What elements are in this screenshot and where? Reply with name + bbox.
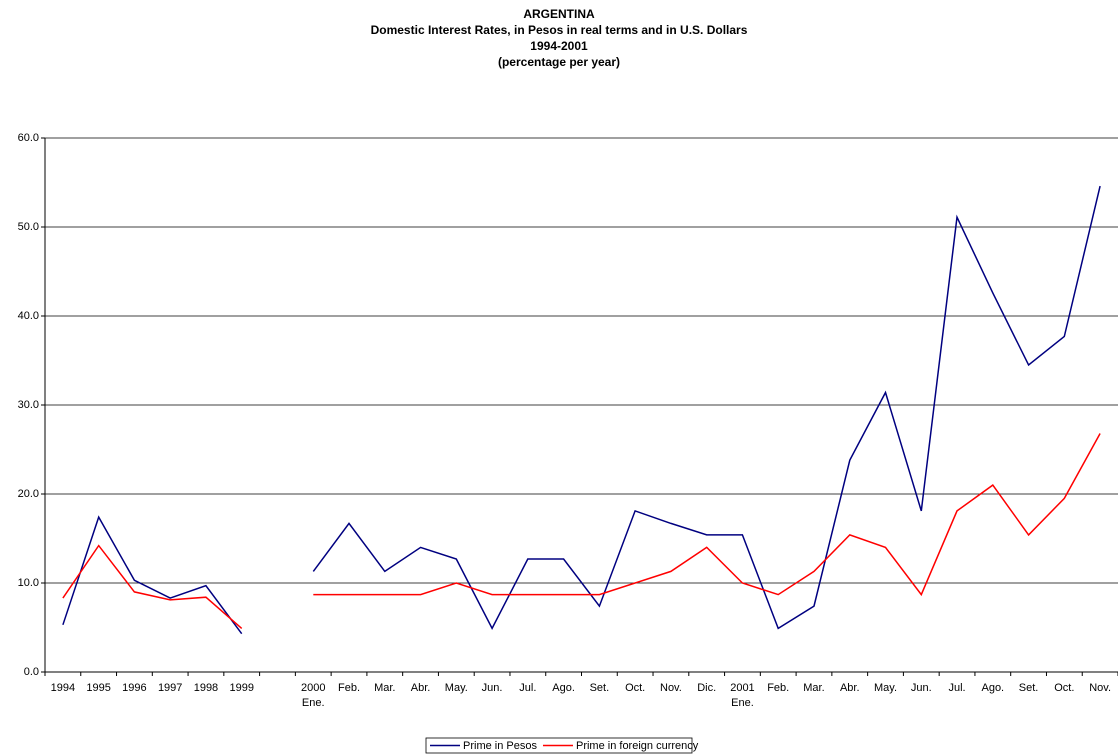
x-tick-label: May. [874,682,897,694]
x-tick-label: Oct. [1054,682,1074,694]
x-tick-label: Nov. [1089,682,1111,694]
x-tick-label: Mar. [803,682,824,694]
x-tick-label: Mar. [374,682,395,694]
y-tick-label: 30.0 [18,399,39,411]
x-tick-label: 1994 [51,682,75,694]
x-tick-label: 1999 [229,682,253,694]
x-tick-label: 1997 [158,682,182,694]
x-tick-label: May. [445,682,468,694]
x-tick-label: 1996 [122,682,146,694]
x-tick-label: Oct. [625,682,645,694]
x-tick-label: 1998 [194,682,218,694]
x-tick-label: Feb. [767,682,789,694]
chart-subtitle: Domestic Interest Rates, in Pesos in rea… [371,23,748,37]
x-tick-label: Jun. [482,682,503,694]
x-tick-label: Set. [590,682,610,694]
series-line [62,185,1101,635]
x-tick-label: Jul. [948,682,965,694]
x-tick-label: Dic. [697,682,716,694]
y-tick-label: 60.0 [18,132,39,144]
y-tick-label: 40.0 [18,310,39,322]
chart-period: 1994-2001 [530,39,588,53]
y-tick-label: 50.0 [18,221,39,233]
x-tick-label: Feb. [338,682,360,694]
x-tick-label: Abr. [840,682,860,694]
legend-label: Prime in Pesos [463,740,537,752]
series-line [62,433,1101,629]
x-tick-label: Ago. [552,682,575,694]
x-tick-label: Jul. [519,682,536,694]
x-tick-label: Ago. [981,682,1004,694]
x-tick-label: Jun. [911,682,932,694]
y-tick-label: 20.0 [18,488,39,500]
x-tick-label: Nov. [660,682,682,694]
y-tick-label: 0.0 [24,666,39,678]
x-tick-label: 2000 Ene. [301,682,325,709]
chart-units: (percentage per year) [498,55,620,69]
x-tick-label: Abr. [411,682,431,694]
x-tick-label: 2001 Ene. [730,682,754,709]
x-tick-label: Set. [1019,682,1039,694]
legend-label: Prime in foreign currency [576,740,699,752]
y-tick-label: 10.0 [18,577,39,589]
chart-title: ARGENTINA [523,7,595,21]
x-tick-label: 1995 [86,682,110,694]
